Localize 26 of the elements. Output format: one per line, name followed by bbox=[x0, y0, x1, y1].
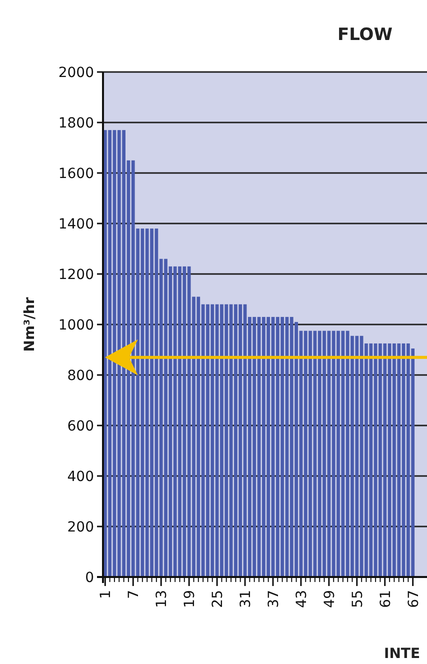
x-tick-label: 43 bbox=[294, 590, 310, 608]
y-tick-label: 800 bbox=[67, 368, 94, 384]
x-tick-label: 61 bbox=[378, 590, 394, 608]
y-tick-label: 400 bbox=[67, 468, 94, 485]
x-tick-label: 19 bbox=[182, 590, 198, 608]
y-tick-label: 2000 bbox=[58, 64, 94, 81]
y-tick-label: 1400 bbox=[58, 216, 94, 232]
y-tick-label: 1800 bbox=[58, 115, 94, 132]
y-tick-label: 1600 bbox=[58, 166, 94, 182]
x-axis-title: INTE bbox=[384, 646, 420, 662]
x-tick-label: 7 bbox=[126, 590, 142, 599]
x-tick-label: 55 bbox=[350, 590, 366, 608]
x-tick-label: 25 bbox=[210, 590, 226, 608]
y-axis-title: Nm³/hr bbox=[22, 297, 38, 352]
y-tick-label: 1000 bbox=[58, 317, 94, 334]
x-tick-label: 37 bbox=[266, 590, 282, 608]
y-tick-label: 200 bbox=[67, 519, 94, 536]
y-tick-label: 0 bbox=[85, 570, 94, 586]
y-tick-label: 600 bbox=[67, 418, 94, 434]
x-tick-label: 31 bbox=[238, 590, 254, 608]
x-tick-label: 13 bbox=[154, 590, 170, 608]
x-tick-label: 1 bbox=[98, 590, 114, 599]
x-tick-label: 49 bbox=[322, 590, 338, 608]
x-tick-label: 67 bbox=[406, 590, 422, 608]
y-tick-label: 1200 bbox=[58, 266, 94, 283]
chart-title: FLOW bbox=[337, 25, 393, 45]
